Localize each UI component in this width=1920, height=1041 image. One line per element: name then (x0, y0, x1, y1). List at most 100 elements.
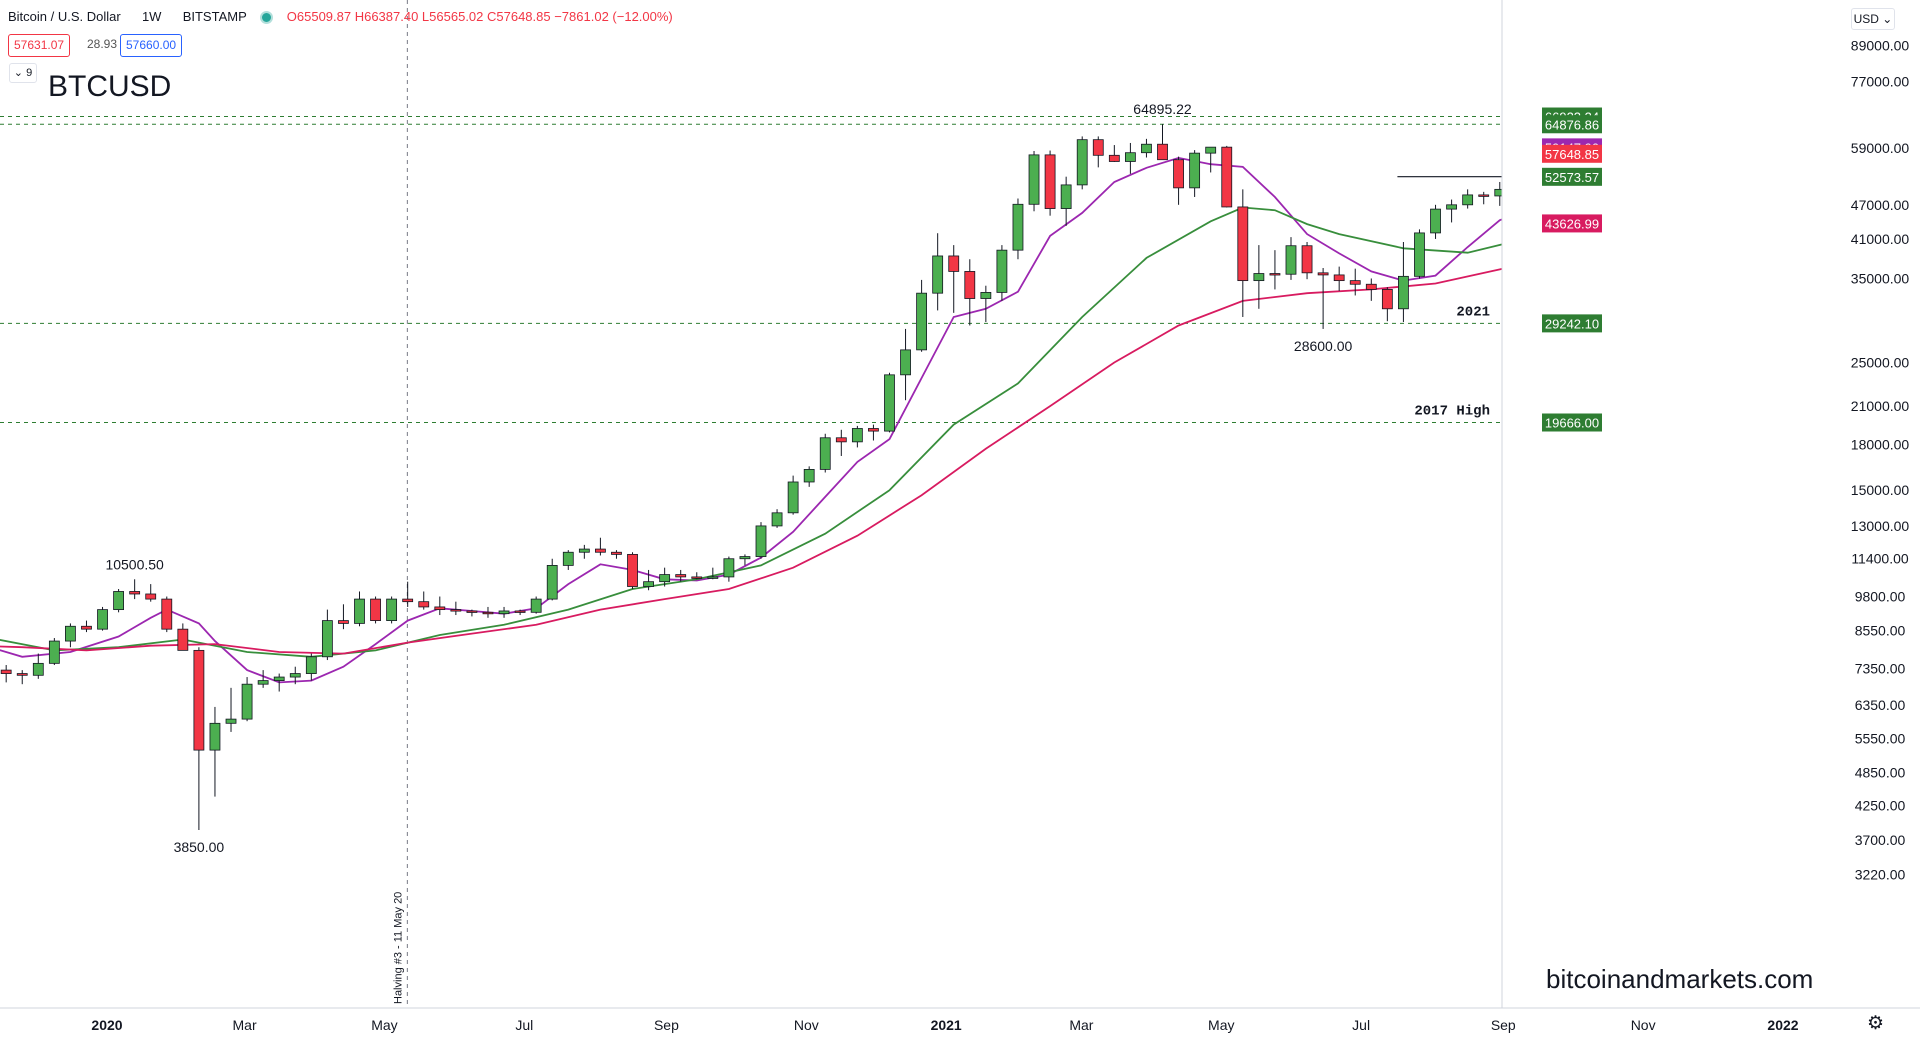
candle-body (498, 610, 510, 615)
candle-body (273, 676, 285, 681)
candle-body (932, 255, 944, 294)
candle-body (97, 609, 108, 630)
candle (177, 623, 189, 651)
time-tick-label: Jul (515, 1017, 533, 1033)
candle (932, 233, 944, 311)
price-marker-box (1542, 314, 1602, 333)
candle-body (466, 610, 478, 613)
candle-body (1253, 273, 1265, 282)
gear-icon[interactable]: ⚙ (1867, 1013, 1885, 1034)
price-tick-label: 9800.00 (1855, 589, 1906, 605)
candle (1141, 138, 1152, 158)
candle (1028, 150, 1040, 212)
candle (611, 550, 622, 559)
price-tick-label: 11400.00 (1851, 551, 1909, 567)
candle-body (691, 576, 703, 579)
candle (257, 670, 269, 688)
candle-body (386, 598, 398, 621)
candle (1478, 191, 1490, 205)
price-tick-label: 4250.00 (1855, 797, 1906, 813)
candle (1189, 150, 1201, 197)
ask-price[interactable]: 57660.00 (120, 34, 183, 57)
price-tick-label: 89000.00 (1851, 37, 1910, 53)
candle-body (161, 598, 173, 630)
price-tick-label: 47000.00 (1851, 197, 1910, 213)
candle-body (354, 598, 365, 624)
currency-button[interactable]: USD ⌄ (1851, 8, 1895, 30)
candle-body (707, 576, 719, 579)
candle (1173, 156, 1184, 205)
candle (835, 429, 847, 456)
price-annotation: 28600.00 (1294, 338, 1353, 354)
price-annotation: 10500.50 (105, 556, 164, 572)
candle-body (868, 428, 879, 432)
price-tick-label: 25000.00 (1851, 355, 1910, 371)
price-tick-label: 41000.00 (1851, 231, 1910, 247)
bid-price[interactable]: 57631.07 (8, 34, 71, 57)
candle-body (884, 374, 895, 432)
time-tick-label: May (371, 1017, 397, 1033)
candle (498, 606, 510, 618)
price-marker-box (1542, 413, 1602, 432)
candle (1124, 142, 1136, 174)
candle (354, 591, 365, 627)
candle-body (1092, 139, 1104, 156)
candle (900, 328, 911, 401)
candle-body (370, 598, 381, 621)
time-axis: 2020 Mar May Jul Sep Nov 2021 Mar May Jul Sep Nov 20… (0, 1007, 1920, 1041)
candle-body (1189, 152, 1201, 189)
instrument-name: Bitcoin / U.S. Dollar (8, 9, 121, 24)
candle-body (851, 428, 863, 443)
candle (916, 279, 928, 352)
candle (819, 433, 831, 473)
candle-body (1124, 152, 1136, 162)
time-tick-label: Jul (1352, 1017, 1370, 1033)
collapse-indicators-button[interactable]: ⌄ 9 (9, 63, 37, 83)
candle (868, 424, 879, 441)
candle-body (1285, 245, 1297, 275)
price-marker-box (1542, 214, 1602, 233)
candle-body (225, 718, 237, 724)
candle (16, 670, 28, 685)
candle-body (1398, 275, 1409, 310)
candle-body (1076, 139, 1088, 186)
interval-label[interactable]: 1W (141, 9, 162, 24)
candle-body (305, 656, 317, 674)
candle-body (1414, 232, 1425, 277)
candle-body (1157, 143, 1168, 161)
time-tick-label: 2020 (91, 1017, 122, 1033)
time-axis-bg (0, 1008, 1920, 1041)
candle (1430, 204, 1441, 239)
candle-body (1173, 159, 1184, 189)
candle (418, 591, 430, 610)
candle (1381, 287, 1393, 322)
candle (1414, 229, 1425, 279)
candle (643, 569, 654, 591)
candle (1301, 242, 1313, 280)
candle (450, 601, 462, 616)
price-tick-label: 21000.00 (1851, 398, 1910, 414)
candle-body (562, 551, 574, 566)
candle-body (819, 437, 831, 470)
price-marker-label: 64876.86 (1545, 117, 1599, 132)
price-tick-label: 7350.00 (1855, 660, 1906, 676)
candle (1012, 198, 1024, 260)
candle (578, 544, 590, 559)
candle (595, 537, 606, 556)
candle-body (546, 565, 558, 600)
candle-body (1365, 283, 1377, 290)
candle-body (418, 601, 430, 608)
candle (691, 572, 703, 580)
candle (675, 569, 687, 582)
price-marker-label: 52573.57 (1545, 170, 1599, 185)
candle (321, 609, 333, 661)
candle (1205, 146, 1217, 173)
candle-body (739, 556, 751, 560)
candle-body (0, 669, 12, 674)
candle (1253, 245, 1265, 309)
halving-label: Halving #3 - 11 May 20 (392, 892, 404, 1004)
candle-body (1446, 204, 1457, 210)
candle (1060, 176, 1072, 226)
candle (1044, 150, 1056, 216)
